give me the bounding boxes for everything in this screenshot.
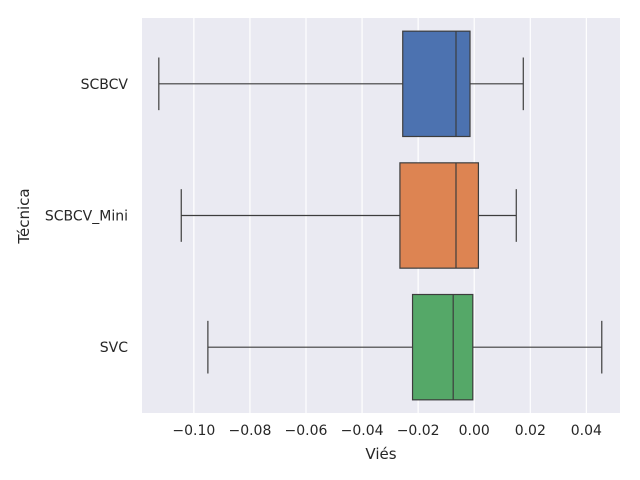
x-tick-label: −0.06: [285, 423, 328, 439]
y-category-label: SVC: [100, 340, 128, 356]
x-tick-label: 0.02: [515, 423, 546, 439]
x-tick-labels: −0.10 −0.08 −0.06 −0.04 −0.02 0.00 0.02 0.04: [172, 423, 602, 439]
y-category-label: SCBCV: [81, 77, 129, 93]
y-category-label: SCBCV_Mini: [45, 209, 128, 225]
x-axis-label: Viés: [365, 445, 396, 463]
x-tick-label: −0.10: [172, 423, 215, 439]
x-tick-label: 0.04: [571, 423, 602, 439]
x-tick-label: −0.04: [341, 423, 384, 439]
x-tick-label: −0.08: [228, 423, 271, 439]
box-svc: [411, 293, 474, 401]
x-tick-label: 0.00: [459, 423, 490, 439]
box-scbcv_mini: [399, 162, 480, 269]
x-tick-label: −0.02: [397, 423, 440, 439]
y-axis-label: Técnica: [15, 188, 33, 244]
box-scbcv: [402, 30, 471, 138]
y-category-labels: SCBCV SCBCV_Mini SVC: [45, 77, 129, 356]
box-group: [158, 30, 603, 401]
